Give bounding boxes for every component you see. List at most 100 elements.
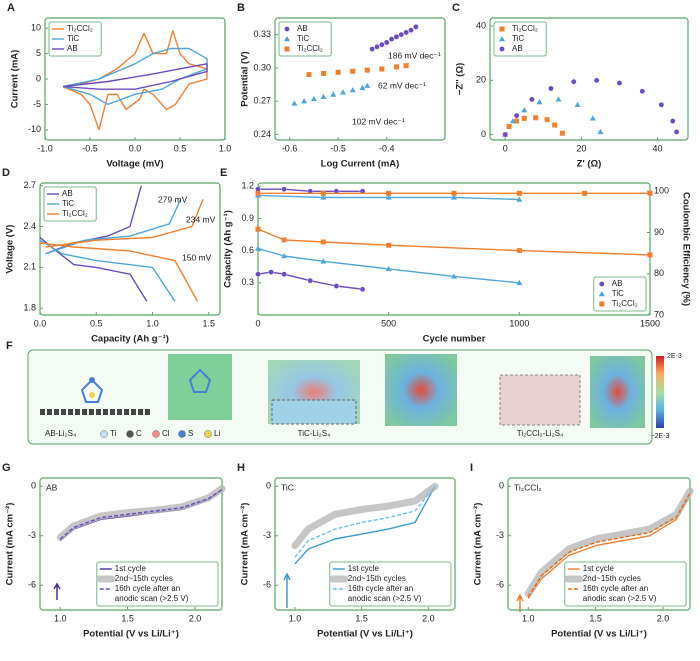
legend-label: 1st cycle: [348, 564, 380, 573]
x-axis-label: Potential (V vs Li/Li⁺): [317, 629, 413, 640]
y-tick-label: 0.9: [241, 213, 254, 223]
legend-label: 2nd~15th cycles: [583, 574, 641, 583]
structure-label: TiC-Li₂S₄: [298, 429, 331, 438]
element-swatch: [152, 430, 160, 438]
x-axis-label: Capacity (Ah g⁻¹): [91, 334, 169, 345]
colorbar-label: −2E-3: [651, 433, 670, 440]
marker: [502, 131, 509, 138]
y2-tick-label: 80: [654, 268, 664, 278]
colorbar-label: 2E-3: [667, 353, 682, 360]
legend-label: 2nd~15th cycles: [348, 574, 406, 583]
y-tick-label: 0.24: [253, 129, 271, 139]
marker: [330, 91, 337, 97]
y2-tick-label: 90: [654, 227, 664, 237]
x-tick-label: 0.0: [129, 143, 142, 153]
y-tick-label: 40: [476, 21, 486, 31]
marker: [385, 265, 392, 272]
marker: [673, 129, 680, 135]
marker: [559, 130, 565, 136]
x-tick-label: -0.6: [282, 143, 298, 153]
panel-label: B: [237, 2, 245, 14]
x-tick-label: 2.0: [657, 613, 670, 623]
legend-label: 1st cycle: [115, 564, 147, 573]
y-axis-label: Current (mA): [10, 50, 21, 109]
panel-f: F 2E-3 −2E-3 AB-Li₂S₄ TiC-Li₂S₄ Ti₂CCl₂-…: [6, 340, 682, 445]
marker: [616, 80, 623, 86]
legend-frame: [329, 561, 452, 607]
annotation: 150 mV: [182, 252, 212, 262]
element-label: Cl: [162, 429, 170, 438]
x-tick-label: 2.0: [189, 613, 202, 623]
marker: [379, 41, 385, 48]
marker: [552, 122, 558, 128]
y-tick-label: -10: [28, 124, 41, 134]
x-tick-label: 1.0: [219, 143, 232, 153]
series-line: [39, 199, 204, 302]
element-label: S: [188, 429, 193, 438]
marker: [284, 36, 290, 42]
marker: [359, 286, 366, 293]
panel-label: F: [6, 340, 13, 352]
x-tick-label: 1.5: [121, 613, 134, 623]
element-label: Ti: [110, 429, 117, 438]
marker: [398, 31, 405, 38]
legend-label: Ti₂CCl₂: [62, 209, 88, 218]
y-tick-label: 0: [36, 73, 41, 83]
x-axis-label: Potential (V vs Li/Li⁺): [551, 629, 647, 640]
legend-label: 2nd~15th cycles: [115, 574, 173, 583]
structure-ti2ccl2: [499, 374, 581, 426]
legend-label: 16th cycle after an anodic scan (>2.5 V): [348, 584, 422, 603]
marker: [516, 190, 522, 196]
x-tick-label: 20: [576, 143, 586, 153]
y-tick-label: 2.4: [23, 221, 36, 231]
marker: [639, 88, 646, 94]
legend-label: AB: [297, 24, 308, 33]
legend-label: TiC: [62, 199, 74, 208]
marker: [499, 46, 505, 52]
y-tick-label: -5: [33, 99, 41, 109]
y-tick-label: 0.33: [253, 29, 271, 39]
panel-label: C: [452, 2, 460, 14]
x-axis-label: Z' (Ω): [577, 159, 602, 170]
legend-label: AB: [67, 44, 78, 53]
x-tick-label: 1.0: [289, 613, 302, 623]
marker: [647, 252, 653, 258]
plot-frame: [489, 17, 689, 141]
marker: [255, 226, 261, 232]
series-line: [59, 489, 223, 540]
marker: [306, 72, 312, 78]
marker: [386, 242, 392, 248]
legend-label: 16th cycle after an anodic scan (>2.5 V): [583, 584, 657, 603]
marker: [544, 117, 550, 123]
y-tick-label: 2.7: [23, 180, 36, 190]
marker: [281, 237, 287, 243]
series-line: [527, 494, 691, 599]
y-tick-label: 0.27: [253, 96, 271, 106]
y-tick-label: 0: [481, 129, 486, 139]
legend-frame: [278, 21, 332, 57]
x-axis-label: Cycle number: [423, 334, 486, 345]
y-tick-label: -6: [496, 580, 504, 590]
x-tick-label: 1.0: [54, 613, 67, 623]
y-tick-label: -3: [263, 530, 271, 540]
y-axis-label: Voltage (V): [5, 225, 16, 274]
marker: [335, 69, 341, 75]
annotation: 234 mV: [186, 214, 216, 224]
marker: [364, 67, 370, 73]
series-line: [39, 199, 182, 302]
annotation: Ti₂CCl₂: [514, 482, 542, 492]
marker: [386, 190, 392, 196]
y-tick-label: 0: [31, 481, 36, 491]
marker: [513, 112, 520, 119]
structure-label: AB-Li₂S₄: [45, 429, 76, 438]
marker: [385, 194, 392, 200]
marker: [383, 39, 390, 46]
y-axis-label: Potential (V): [240, 51, 251, 106]
charge-density-map: [385, 354, 457, 426]
plot-frame: [39, 182, 221, 316]
legend-label: AB: [62, 189, 73, 198]
arrow: [516, 593, 524, 612]
marker: [388, 36, 395, 42]
annotation: TiC: [281, 482, 294, 492]
